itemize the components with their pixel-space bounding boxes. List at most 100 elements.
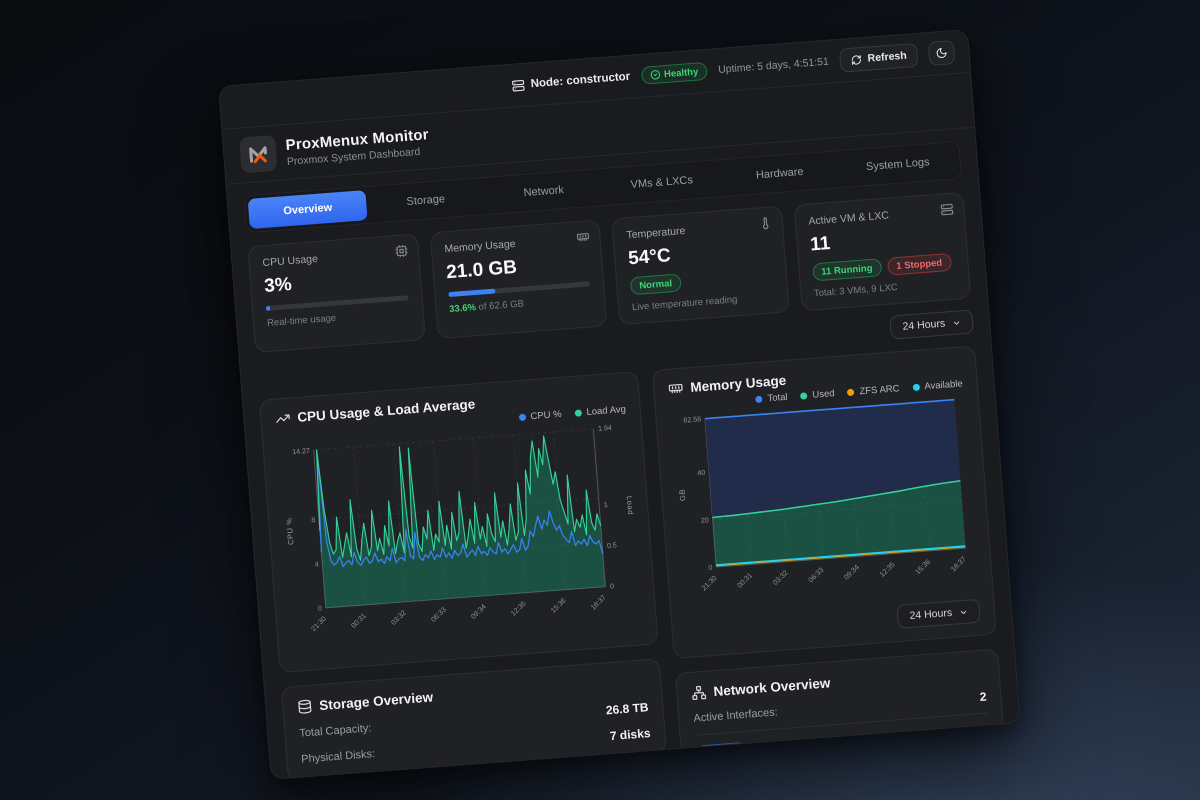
top-status-bar: Node: constructor Healthy Uptime: 5 days…	[219, 30, 971, 130]
memory-chart-card: Memory Usage Total Used ZFS ARC Availabl…	[651, 345, 997, 660]
storage-disks-label: Physical Disks:	[300, 748, 376, 767]
vm-running-badge: 11 Running	[811, 258, 883, 282]
storage-disks-value: 7 disks	[609, 726, 652, 744]
tab-vms-lxcs[interactable]: VMs & LXCs	[630, 174, 694, 191]
cpu-load-chart: 0 4 8 14.27 21:30 00:31 03:32 06:33 09:34 12:35 15…	[277, 417, 643, 659]
dashboard-window: Node: constructor Healthy Uptime: 5 days…	[218, 28, 1021, 780]
network-title: Network Overview	[712, 675, 831, 700]
svg-text:0.5: 0.5	[607, 542, 617, 550]
memory-card-label: Memory Usage	[444, 237, 516, 256]
health-badge: Healthy	[640, 61, 708, 85]
memory-value: 21.0 GB	[445, 256, 518, 284]
memory-chart-title: Memory Usage	[689, 372, 787, 396]
svg-text:62.56: 62.56	[683, 415, 701, 424]
svg-text:GB: GB	[678, 489, 688, 502]
storage-capacity-value: 26.8 TB	[605, 700, 650, 718]
temperature-card-label: Temperature	[626, 224, 686, 242]
storage-overview-card: Storage Overview Total Capacity: 26.8 TB…	[280, 658, 668, 780]
legend-item-used: Used	[800, 388, 835, 402]
svg-text:CPU %: CPU %	[284, 517, 295, 545]
node-info: Node: constructor	[511, 70, 631, 92]
svg-text:03:32: 03:32	[390, 609, 408, 626]
svg-text:09:34: 09:34	[843, 563, 861, 581]
trending-up-icon	[276, 414, 290, 423]
check-circle-icon	[650, 70, 660, 80]
left-column: CPU Usage & Load Average CPU % Load Avg …	[258, 370, 668, 780]
svg-text:14.27: 14.27	[292, 448, 310, 456]
tab-network[interactable]: Network	[523, 184, 565, 200]
temperature-card-sub: Live temperature reading	[631, 294, 738, 314]
moon-icon	[936, 48, 947, 59]
time-range-label: 24 Hours	[902, 317, 946, 333]
server-stack-icon	[940, 203, 954, 216]
thermometer-icon	[762, 217, 768, 230]
temperature-value: 54°C	[627, 245, 672, 270]
cpu-value: 3%	[263, 274, 293, 298]
vm-card-sub: Total: 3 VMs, 9 LXC	[813, 282, 899, 300]
legend-item-cpu: CPU %	[518, 409, 562, 423]
refresh-label: Refresh	[867, 49, 908, 65]
tab-hardware[interactable]: Hardware	[755, 165, 804, 182]
tab-storage[interactable]: Storage	[406, 193, 446, 209]
memory-chart: 0 20 40 62.56 21:30 00:31 03:32 06:33 09:34 12:35…	[670, 391, 978, 615]
cpu-icon	[394, 245, 408, 258]
storage-capacity-label: Total Capacity:	[298, 722, 372, 741]
tab-overview[interactable]: Overview	[247, 190, 368, 229]
app-header: ProxMenux Monitor Proxmox System Dashboa…	[222, 72, 975, 185]
svg-text:00:31: 00:31	[350, 612, 368, 629]
storage-title: Storage Overview	[318, 689, 434, 714]
temperature-status-badge: Normal	[629, 273, 682, 296]
legend-dot-cpu	[518, 413, 526, 422]
svg-text:15:36: 15:36	[550, 597, 568, 614]
memory-card-sub: 33.6% of 62.6 GB	[449, 293, 592, 315]
refresh-icon	[851, 54, 861, 65]
svg-text:Load: Load	[625, 496, 635, 516]
active-vm-lxc-card: Active VM & LXC 11 11 Running 1 Stopped …	[793, 191, 972, 312]
refresh-button[interactable]: Refresh	[838, 42, 919, 73]
theme-toggle-button[interactable]	[927, 40, 956, 66]
svg-text:21:30: 21:30	[310, 616, 328, 633]
memory-icon	[576, 233, 590, 242]
chevron-down-icon	[953, 320, 960, 325]
svg-text:8: 8	[311, 517, 316, 524]
time-range-row: 24 Hours	[256, 309, 974, 387]
svg-text:00:31: 00:31	[736, 571, 754, 589]
temperature-card: Temperature 54°C Normal Live temperature…	[611, 205, 790, 326]
vm-stopped-badge: 1 Stopped	[886, 252, 952, 276]
memory-time-range-dropdown[interactable]: 24 Hours	[896, 598, 981, 630]
svg-text:0: 0	[318, 606, 323, 613]
tab-system-logs[interactable]: System Logs	[865, 156, 930, 174]
memory-sub-rest: of 62.6 GB	[475, 298, 525, 314]
svg-text:20: 20	[701, 516, 710, 525]
stat-cards-row: CPU Usage 3% Real-time usage Memory Usag…	[247, 191, 972, 353]
cpu-usage-card: CPU Usage 3% Real-time usage	[247, 233, 426, 353]
vm-count-value: 11	[809, 233, 832, 256]
interface-badge-vmbr0[interactable]: vmbr0	[695, 742, 748, 765]
cpu-progress-fill	[265, 305, 271, 311]
disk-icon	[298, 700, 312, 715]
svg-text:4: 4	[314, 561, 319, 568]
right-column: Memory Usage Total Used ZFS ARC Availabl…	[651, 345, 1007, 780]
svg-text:1: 1	[604, 502, 609, 509]
memory-time-range-label: 24 Hours	[909, 607, 953, 623]
time-range-dropdown[interactable]: 24 Hours	[889, 309, 974, 340]
memory-usage-card: Memory Usage 21.0 GB 33.6% of 62.6 GB	[429, 219, 608, 340]
vm-card-label: Active VM & LXC	[808, 209, 890, 228]
network-overview-card: Network Overview Active Interfaces: 2 vm…	[675, 648, 1007, 780]
svg-text:1.94: 1.94	[598, 425, 612, 433]
svg-text:18:37: 18:37	[590, 594, 608, 611]
legend-dot-used	[800, 392, 808, 400]
active-interfaces-value: 2	[979, 689, 988, 705]
charts-grid: CPU Usage & Load Average CPU % Load Avg …	[258, 345, 1007, 780]
uptime-text: Uptime: 5 days, 4:51:51	[717, 55, 830, 76]
active-interfaces-label: Active Interfaces:	[693, 706, 779, 725]
svg-text:40: 40	[697, 469, 706, 478]
dashboard-content: Overview Storage Network VMs & LXCs Hard…	[227, 128, 1021, 780]
cpu-card-sub: Real-time usage	[266, 312, 337, 329]
memory-percent: 33.6%	[448, 302, 477, 316]
legend-dot-zfs-arc	[847, 388, 855, 397]
health-label: Healthy	[663, 66, 699, 80]
server-icon	[512, 79, 525, 91]
svg-text:03:32: 03:32	[772, 569, 790, 587]
